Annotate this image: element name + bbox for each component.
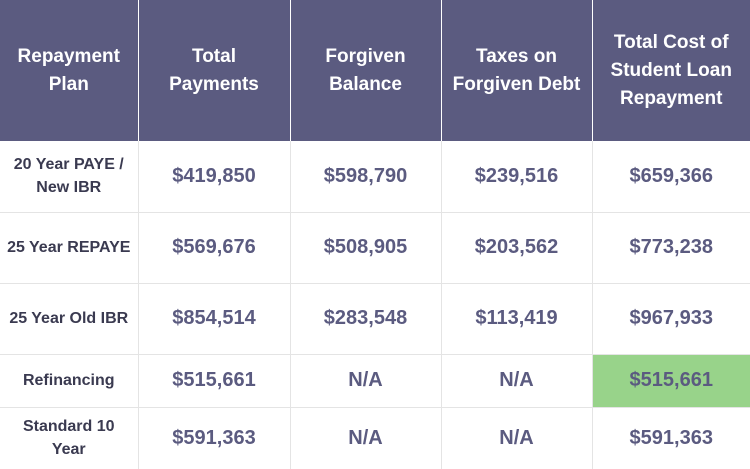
table-body: 20 Year PAYE / New IBR $419,850 $598,790… bbox=[0, 141, 750, 469]
total-payments-cell: $419,850 bbox=[138, 141, 291, 213]
taxes-cell: $203,562 bbox=[441, 212, 593, 284]
table-row: Standard 10 Year $591,363 N/A N/A $591,3… bbox=[0, 407, 750, 469]
plan-cell: Refinancing bbox=[0, 354, 139, 408]
forgiven-balance-cell: $598,790 bbox=[290, 141, 442, 213]
taxes-cell: N/A bbox=[441, 407, 593, 469]
forgiven-balance-cell: $508,905 bbox=[290, 212, 442, 284]
forgiven-balance-cell: $283,548 bbox=[290, 283, 442, 355]
total-payments-cell: $591,363 bbox=[138, 407, 291, 469]
header-total-cost: Total Cost of Student Loan Repayment bbox=[592, 0, 750, 141]
table-header: Repayment Plan Total Payments Forgiven B… bbox=[0, 0, 750, 141]
table-row: 25 Year REPAYE $569,676 $508,905 $203,56… bbox=[0, 212, 750, 284]
total-cost-cell: $773,238 bbox=[592, 212, 750, 284]
plan-cell: 25 Year Old IBR bbox=[0, 283, 139, 355]
header-repayment-plan: Repayment Plan bbox=[0, 0, 139, 141]
total-payments-cell: $854,514 bbox=[138, 283, 291, 355]
total-cost-cell: $591,363 bbox=[629, 426, 713, 449]
plan-cell: 25 Year REPAYE bbox=[0, 212, 139, 284]
table-row: 25 Year Old IBR $854,514 $283,548 $113,4… bbox=[0, 283, 750, 355]
table-row: Refinancing $515,661 N/A N/A $515,661 bbox=[0, 354, 750, 408]
header-row: Repayment Plan Total Payments Forgiven B… bbox=[0, 0, 750, 141]
total-payments-cell: $515,661 bbox=[138, 354, 291, 408]
taxes-cell: $239,516 bbox=[441, 141, 593, 213]
total-cost-cell: $659,366 bbox=[592, 141, 750, 213]
total-payments-cell: $569,676 bbox=[138, 212, 291, 284]
header-total-payments: Total Payments bbox=[138, 0, 291, 141]
total-cost-cell-highlighted: $515,661 bbox=[592, 354, 750, 408]
forgiven-balance-cell: N/A bbox=[290, 407, 442, 469]
taxes-cell: N/A bbox=[441, 354, 593, 408]
header-taxes-on-forgiven-debt: Taxes on Forgiven Debt bbox=[441, 0, 593, 141]
plan-cell: 20 Year PAYE / New IBR bbox=[0, 141, 139, 213]
forgiven-balance-cell: N/A bbox=[290, 354, 442, 408]
plan-cell: Standard 10 Year bbox=[0, 407, 139, 469]
table-row: 20 Year PAYE / New IBR $419,850 $598,790… bbox=[0, 141, 750, 213]
taxes-cell: $113,419 bbox=[441, 283, 593, 355]
total-cost-cell: $967,933 bbox=[592, 283, 750, 355]
header-forgiven-balance: Forgiven Balance bbox=[290, 0, 442, 141]
